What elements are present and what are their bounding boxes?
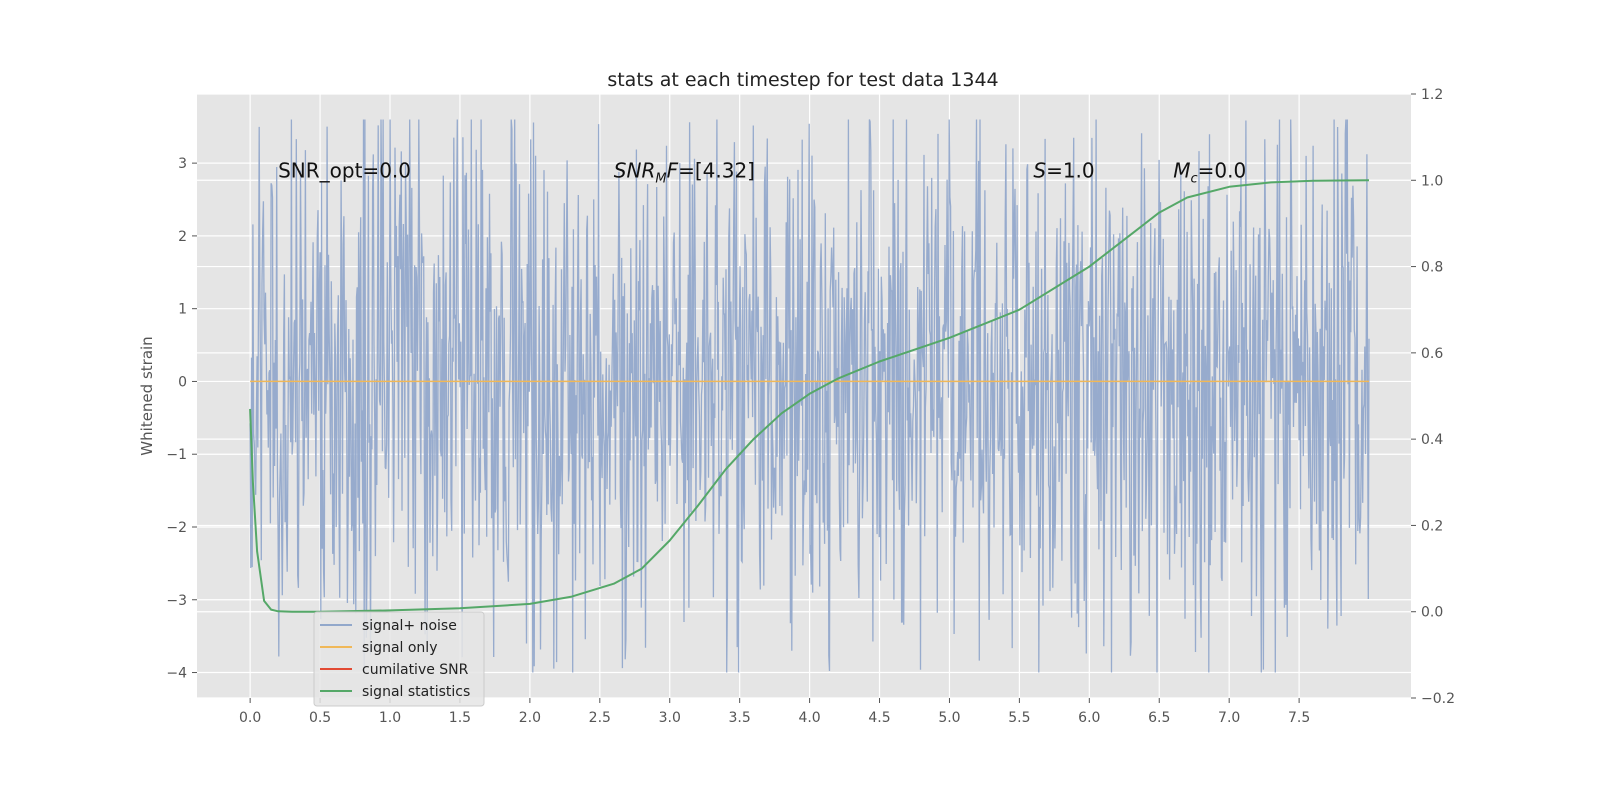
y-tick-label: −4 bbox=[166, 666, 187, 682]
x-tick-label: 3.0 bbox=[659, 710, 681, 726]
legend-label: signal+ noise bbox=[362, 618, 457, 634]
y-tick-label: −2 bbox=[166, 520, 187, 536]
legend-label: signal statistics bbox=[362, 684, 470, 700]
annotation-text: Mc=0.0 bbox=[1173, 159, 1246, 187]
signal-statistics-line bbox=[249, 179, 1370, 613]
y-axis-right: −0.2 0.0 0.2 0.4 0.6 0.8 1.0 1.2 bbox=[1411, 87, 1455, 707]
x-tick-label: 2.0 bbox=[519, 710, 541, 726]
y-axis-label: Whitened strain bbox=[138, 336, 156, 455]
x-tick-label: 2.5 bbox=[589, 710, 611, 726]
annotation-text: S=1.0 bbox=[1033, 159, 1094, 183]
y2-tick-label: −0.2 bbox=[1421, 691, 1455, 707]
x-axis: 0.0 0.5 1.0 1.5 2.0 2.5 3.0 3.5 4.0 4.5 5.0 5.5 6.0 6… bbox=[239, 698, 1310, 726]
x-tick-label: 4.5 bbox=[868, 710, 890, 726]
chart-title: stats at each timestep for test data 134… bbox=[607, 69, 998, 91]
y2-tick-label: 0.0 bbox=[1421, 605, 1443, 621]
y2-tick-label: 1.0 bbox=[1421, 173, 1443, 189]
x-tick-label: 0.5 bbox=[309, 710, 331, 726]
x-tick-label: 5.5 bbox=[1008, 710, 1030, 726]
y-axis-left: −4 −3 −2 −1 0 1 2 3 bbox=[166, 156, 197, 682]
signal-noise-line bbox=[249, 119, 1370, 673]
y2-tick-label: 0.6 bbox=[1421, 346, 1443, 362]
y-tick-label: 2 bbox=[178, 229, 187, 245]
x-tick-label: 3.5 bbox=[729, 710, 751, 726]
series-signal-noise bbox=[249, 119, 1370, 673]
y2-tick-label: 0.2 bbox=[1421, 518, 1443, 534]
y2-tick-label: 0.8 bbox=[1421, 260, 1443, 276]
y-tick-label: −1 bbox=[166, 447, 187, 463]
x-tick-label: 5.0 bbox=[938, 710, 960, 726]
legend-label: signal only bbox=[362, 640, 437, 656]
annotation-text: SNR_opt=0.0 bbox=[278, 159, 411, 183]
y2-tick-label: 0.4 bbox=[1421, 432, 1443, 448]
x-tick-label: 0.0 bbox=[239, 710, 261, 726]
legend: signal+ noise signal only cumilative SNR si… bbox=[313, 611, 485, 707]
annotations: SNR_opt=0.0 SNRMF=[4.32] S=1.0 Mc=0.0 bbox=[278, 159, 1246, 187]
series-signal-statistics bbox=[249, 179, 1370, 613]
x-tick-label: 6.5 bbox=[1148, 710, 1170, 726]
legend-box bbox=[313, 611, 485, 707]
x-tick-label: 7.5 bbox=[1288, 710, 1310, 726]
y2-tick-label: 1.2 bbox=[1421, 87, 1443, 103]
x-tick-label: 1.5 bbox=[449, 710, 471, 726]
x-tick-label: 4.0 bbox=[798, 710, 820, 726]
y-tick-label: 1 bbox=[178, 302, 187, 318]
legend-label: cumilative SNR bbox=[362, 662, 469, 678]
annotation-text: SNRMF=[4.32] bbox=[614, 159, 755, 187]
x-tick-label: 7.0 bbox=[1218, 710, 1240, 726]
x-tick-label: 6.0 bbox=[1078, 710, 1100, 726]
y-tick-label: 0 bbox=[178, 374, 187, 390]
y-tick-label: −3 bbox=[166, 593, 187, 609]
x-tick-label: 1.0 bbox=[379, 710, 401, 726]
y-tick-label: 3 bbox=[178, 156, 187, 172]
